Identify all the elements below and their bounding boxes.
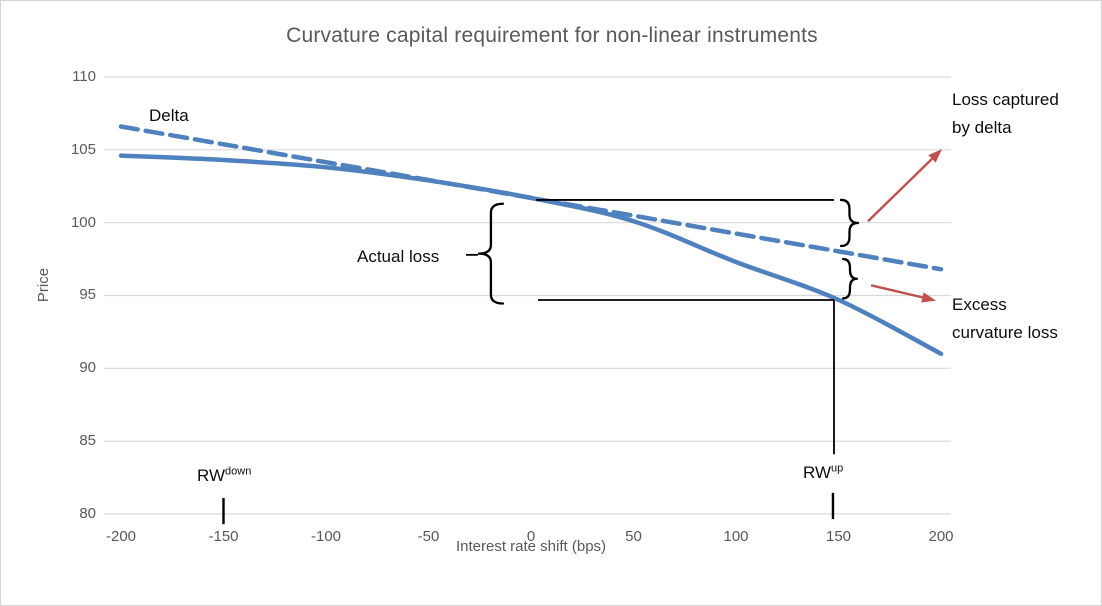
rw-up-label: RWup: [803, 459, 843, 487]
chart-title: Curvature capital requirement for non-li…: [286, 24, 818, 47]
x-tick-label--200: -200: [105, 528, 137, 545]
rw-up-base: RW: [803, 463, 832, 482]
loss-captured-arrow-head: [928, 149, 943, 163]
x-tick-label-100: 100: [723, 528, 749, 545]
y-axis-title: Price: [35, 267, 52, 303]
x-tick-label-0: 0: [526, 528, 536, 545]
y-tick-label-105: 105: [70, 140, 96, 158]
loss-captured-brace: [839, 198, 860, 248]
x-tick-label-150: 150: [825, 528, 852, 545]
delta-series-label: Delta: [149, 106, 189, 125]
loss-captured-arrow: [867, 158, 933, 223]
y-tick-label-110: 110: [72, 67, 96, 85]
x-tick-label--50: -50: [417, 528, 440, 545]
rw-down-base: RW: [197, 466, 226, 485]
y-tick-label-90: 90: [79, 359, 96, 377]
actual-price-curve: [118, 153, 944, 357]
excess-loss-brace: [841, 257, 859, 300]
excess-curvature-loss-label: Excess curvature loss: [952, 295, 1058, 342]
rw-down-superscript: down: [225, 465, 252, 478]
x-tick-label-50: 50: [625, 528, 642, 545]
y-tick-label-85: 85: [79, 432, 96, 450]
x-tick-label--150: -150: [208, 528, 239, 545]
actual-loss-brace: [477, 202, 505, 305]
x-tick-label-200: 200: [928, 528, 954, 545]
rw-up-superscript: up: [831, 462, 844, 475]
y-tick-label-100: 100: [70, 213, 96, 231]
y-tick-label-80: 80: [79, 505, 96, 522]
excess-loss-arrow-head: [921, 292, 937, 303]
x-axis-title: Interest rate shift (bps): [455, 538, 607, 555]
delta-approximation-line: [118, 124, 944, 272]
y-tick-label-95: 95: [79, 286, 96, 304]
actual-loss-label: Actual loss: [357, 247, 440, 266]
rw-down-label: RWdown: [197, 462, 251, 490]
x-tick-label--100: -100: [310, 528, 342, 545]
loss-captured-by-delta-label: Loss captured by delta: [952, 90, 1059, 137]
excess-loss-arrow: [870, 284, 923, 299]
